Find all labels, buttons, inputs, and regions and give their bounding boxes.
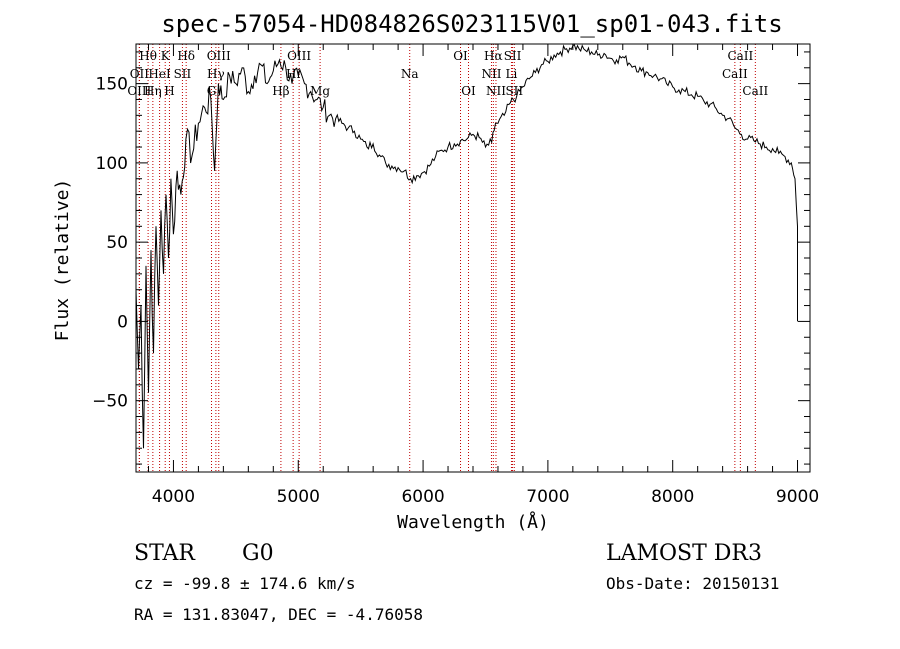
survey-name: LAMOST DR3: [606, 541, 762, 566]
chart-title: spec-57054-HD084826S023115V01_sp01-043.f…: [161, 10, 782, 38]
emission-line-label: Hα: [484, 49, 503, 63]
emission-line-label: OIII: [207, 49, 231, 63]
x-axis-label: Wavelength (Å): [397, 511, 549, 533]
obs-date: Obs-Date: 20150131: [606, 574, 779, 593]
emission-line-label: NII: [486, 84, 506, 98]
y-tick-label: 100: [96, 154, 128, 174]
plot-frame: [135, 43, 811, 473]
object-class: STAR: [134, 541, 196, 566]
emission-line-label: SII: [504, 49, 522, 63]
emission-line-label: OI: [453, 49, 468, 63]
x-tick-label: 9000: [776, 487, 819, 507]
emission-line-label: NII: [481, 67, 501, 81]
emission-line-label: Hη: [144, 84, 162, 98]
emission-line-label: G: [207, 84, 217, 98]
emission-line-markers: [138, 44, 756, 472]
spectrum-series-line: [135, 44, 798, 449]
redshift-cz: cz = -99.8 ± 174.6 km/s: [134, 574, 356, 593]
emission-line-label: OIII: [287, 49, 311, 63]
y-axis-label: Flux (relative): [52, 179, 73, 342]
y-tick-label: 0: [117, 312, 128, 332]
emission-line-label: SII: [505, 84, 523, 98]
emission-line-label: CaII: [722, 67, 748, 81]
x-tick-label: 8000: [651, 487, 694, 507]
x-tick-label: 6000: [401, 487, 444, 507]
emission-line-label: H: [164, 84, 174, 98]
emission-line-label: Mg: [310, 84, 330, 98]
emission-line-label: OII: [130, 67, 150, 81]
x-tick-label: 7000: [526, 487, 569, 507]
emission-line-label: CaII: [727, 49, 753, 63]
emission-line-label: Hγ: [207, 67, 225, 81]
emission-line-label: OI: [461, 84, 476, 98]
emission-line-label: HeI: [148, 67, 171, 81]
object-subclass: G0: [242, 541, 274, 566]
y-tick-label: −50: [92, 392, 128, 412]
emission-line-label: OIII: [127, 84, 151, 98]
emission-line-label: Hθ: [139, 49, 157, 63]
emission-line-label: Hδ: [177, 49, 195, 63]
emission-line-label: K: [161, 49, 171, 63]
x-tick-label: 5000: [277, 487, 320, 507]
emission-line-label: CaII: [742, 84, 768, 98]
y-tick-label: 50: [106, 233, 128, 253]
emission-line-label: SII: [174, 67, 192, 81]
x-tick-label: 4000: [152, 487, 195, 507]
emission-line-label: Na: [401, 67, 419, 81]
emission-line-label: Hβ: [272, 84, 289, 98]
emission-line-label: Li: [506, 67, 518, 81]
ra-dec: RA = 131.83047, DEC = -4.76058: [134, 605, 423, 624]
y-tick-label: 150: [96, 75, 128, 95]
axis-ticks: 4000 5000 6000 7000 8000 9000 −50 0 50 100 150: [92, 44, 819, 507]
